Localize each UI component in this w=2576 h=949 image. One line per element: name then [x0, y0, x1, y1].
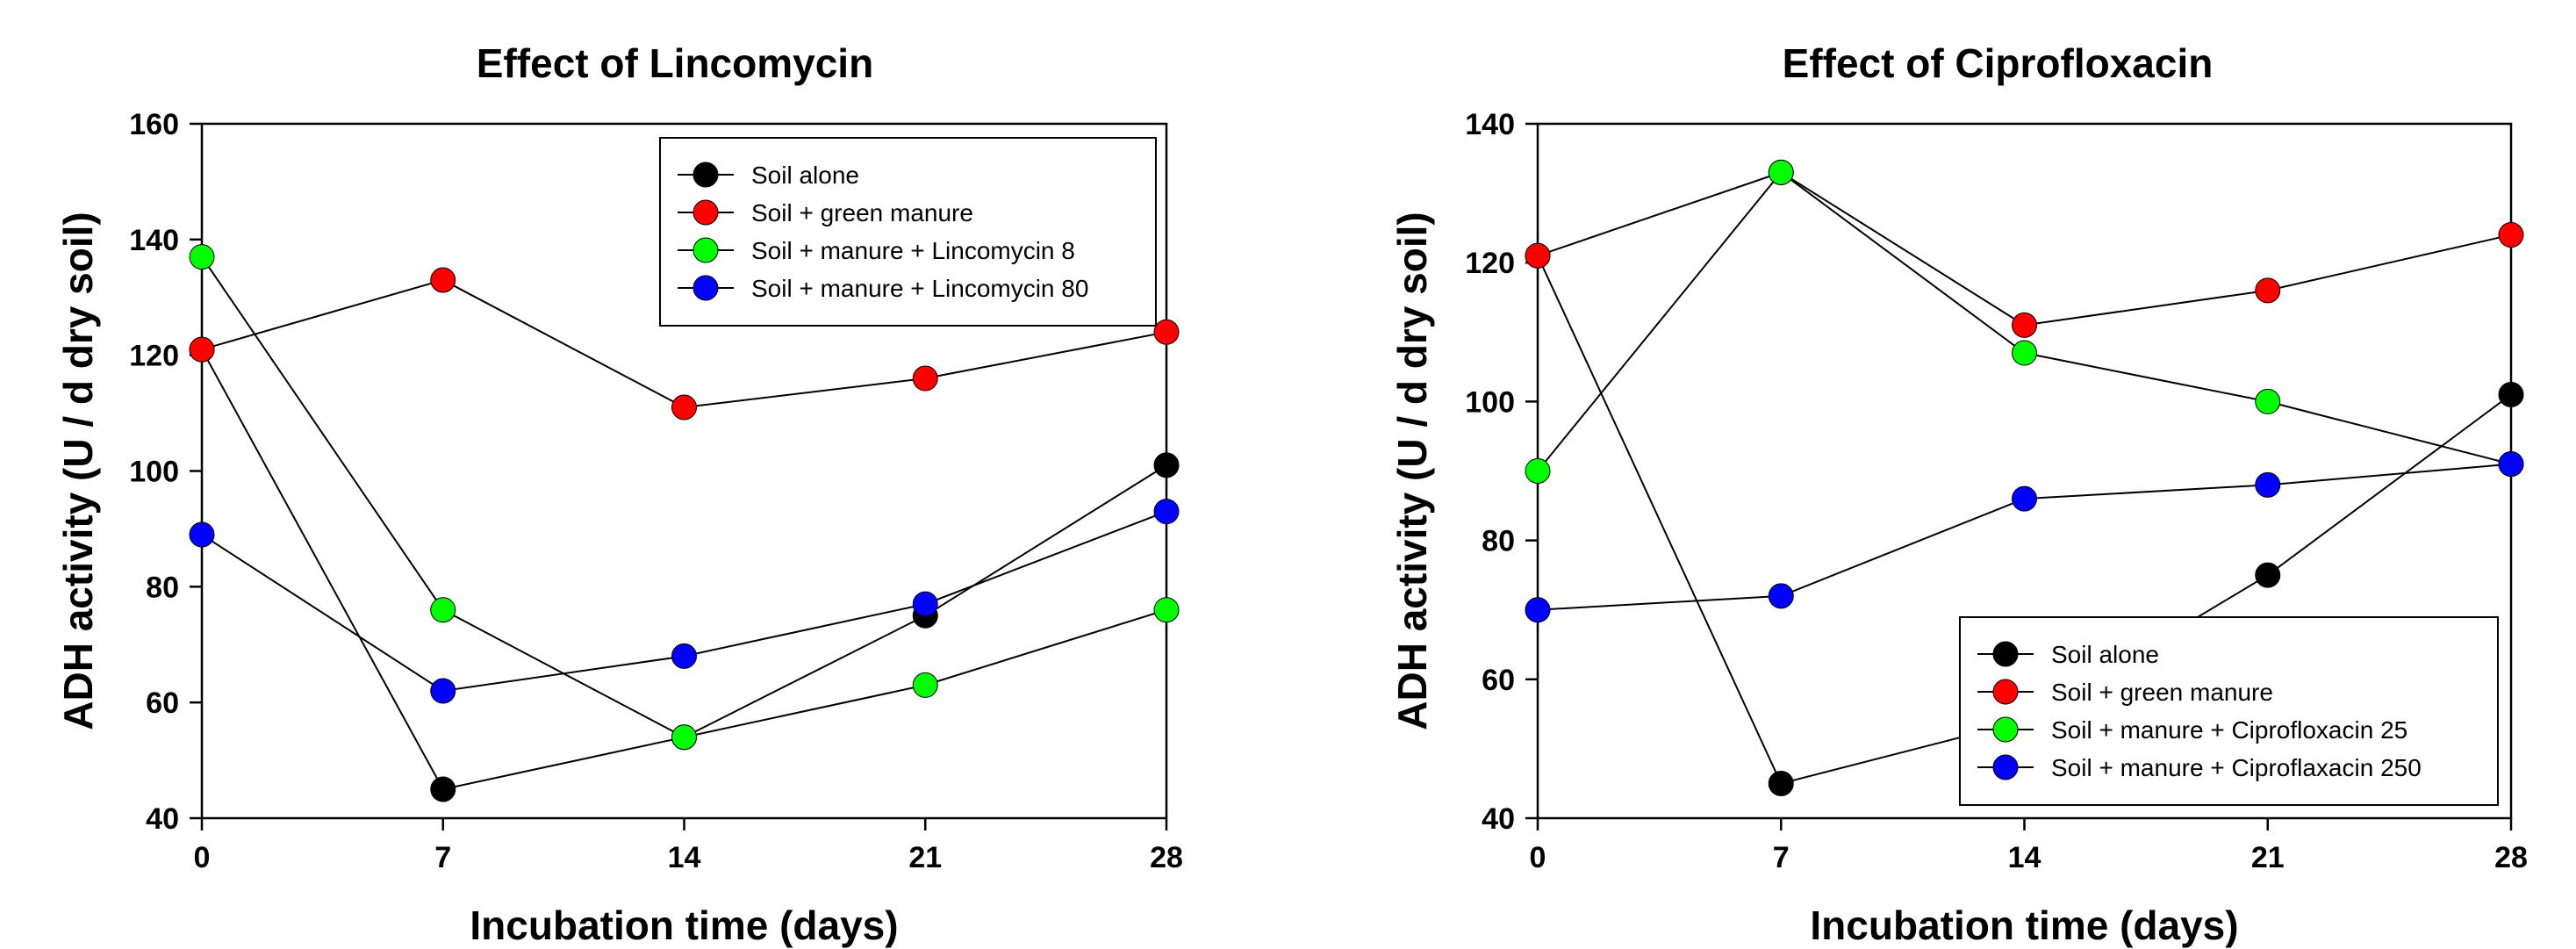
x-axis-label: Incubation time (days) — [470, 902, 898, 948]
data-point-series-3 — [671, 643, 697, 669]
chart-lincomycin: Effect of Lincomycin 40 60 80 100 120 140 160 0 7… — [55, 40, 1183, 948]
y-tick-label: 80 — [146, 571, 179, 604]
legend-marker — [1992, 754, 2019, 780]
legend-box — [1959, 616, 2499, 806]
x-tick-label: 14 — [2008, 841, 2041, 874]
x-tick-label: 14 — [668, 841, 701, 874]
legend-entry: Soil alone — [751, 162, 859, 189]
y-tick-label: 140 — [1465, 108, 1515, 141]
data-point-series-2 — [1153, 597, 1180, 623]
data-point-series-1 — [1153, 319, 1180, 345]
data-point-series-2 — [430, 597, 456, 623]
chart-ciprofloxacin: Effect of Ciprofloxacin 40 60 80 100 120 140 0 7… — [1389, 40, 2528, 948]
data-point-series-3 — [912, 591, 938, 617]
data-point-series-3 — [1525, 597, 1551, 623]
data-point-series-3 — [2498, 451, 2524, 478]
data-point-series-3 — [2012, 485, 2037, 512]
legend-marker — [1992, 641, 2019, 667]
data-point-series-1 — [671, 394, 697, 421]
y-tick-label: 40 — [1482, 802, 1515, 836]
y-tick-label: 100 — [1465, 385, 1515, 419]
y-tick-label: 80 — [1482, 525, 1515, 558]
y-tick-label: 100 — [129, 456, 179, 489]
legend-entry: Soil + manure + Lincomycin 80 — [751, 275, 1088, 302]
legend-marker — [692, 199, 719, 226]
legend-entry: Soil + green manure — [751, 199, 973, 226]
data-point-series-3 — [1153, 499, 1180, 525]
y-tick-label: 40 — [146, 802, 179, 836]
data-point-series-0 — [430, 776, 456, 802]
x-axis-label: Incubation time (days) — [1810, 902, 2238, 948]
y-tick-label: 160 — [129, 108, 179, 141]
legend-marker — [692, 237, 719, 263]
y-tick-label: 60 — [1482, 664, 1515, 697]
data-point-series-2 — [189, 244, 215, 270]
legend-entry: Soil alone — [2051, 641, 2159, 668]
data-point-series-2 — [671, 724, 697, 751]
x-tick-label: 28 — [2494, 841, 2528, 874]
x-tick-label: 21 — [908, 841, 942, 874]
data-point-series-3 — [189, 521, 215, 548]
data-point-series-2 — [2255, 388, 2281, 414]
y-axis-label: ADH activity (U / d dry soil) — [55, 212, 101, 730]
data-point-series-3 — [430, 678, 456, 704]
x-tick-label: 21 — [2251, 841, 2285, 874]
data-point-series-1 — [2012, 312, 2037, 338]
data-point-series-0 — [1153, 452, 1180, 478]
data-point-series-3 — [2255, 471, 2281, 498]
series-line-1 — [1537, 171, 2512, 327]
y-tick-label: 120 — [1465, 247, 1515, 280]
chart-title: Effect of Lincomycin — [477, 40, 873, 86]
y-tick-label: 120 — [129, 340, 179, 373]
legend-entry: Soil + manure + Lincomycin 8 — [751, 237, 1075, 264]
legend-entry: Soil + manure + Ciprofloxacin 25 — [2051, 716, 2407, 744]
x-tick-label: 0 — [1530, 841, 1546, 874]
data-point-series-2 — [1768, 159, 1794, 185]
data-point-series-0 — [1768, 770, 1794, 796]
chart-title: Effect of Ciprofloxacin — [1783, 40, 2214, 86]
legend-marker — [1992, 716, 2019, 743]
legend-marker — [1992, 679, 2019, 705]
data-point-series-2 — [2012, 340, 2037, 366]
data-point-series-1 — [912, 365, 938, 392]
y-axis-label: ADH activity (U / d dry soil) — [1389, 212, 1435, 730]
data-point-series-0 — [2498, 381, 2524, 407]
data-point-series-1 — [430, 267, 456, 293]
x-tick-label: 7 — [1773, 841, 1790, 874]
data-point-series-1 — [189, 336, 215, 363]
legend-box — [659, 137, 1157, 327]
y-tick-label: 60 — [146, 687, 179, 720]
x-tick-label: 0 — [194, 841, 211, 874]
x-tick-label: 7 — [434, 841, 451, 874]
data-point-series-1 — [2255, 277, 2281, 304]
data-point-series-0 — [2255, 562, 2281, 588]
legend-entry: Soil + green manure — [2051, 679, 2273, 706]
series-line-3 — [1537, 463, 2512, 611]
y-tick-label: 140 — [129, 224, 179, 257]
data-point-series-3 — [1768, 583, 1794, 609]
data-point-series-2 — [912, 672, 938, 698]
data-point-series-1 — [1525, 242, 1551, 269]
legend-entry: Soil + manure + Ciproflaxacin 250 — [2051, 754, 2422, 781]
legend-marker — [692, 275, 719, 301]
x-tick-label: 28 — [1150, 841, 1183, 874]
legend-marker — [692, 162, 719, 188]
data-point-series-2 — [1525, 458, 1551, 484]
data-point-series-1 — [2498, 222, 2524, 248]
